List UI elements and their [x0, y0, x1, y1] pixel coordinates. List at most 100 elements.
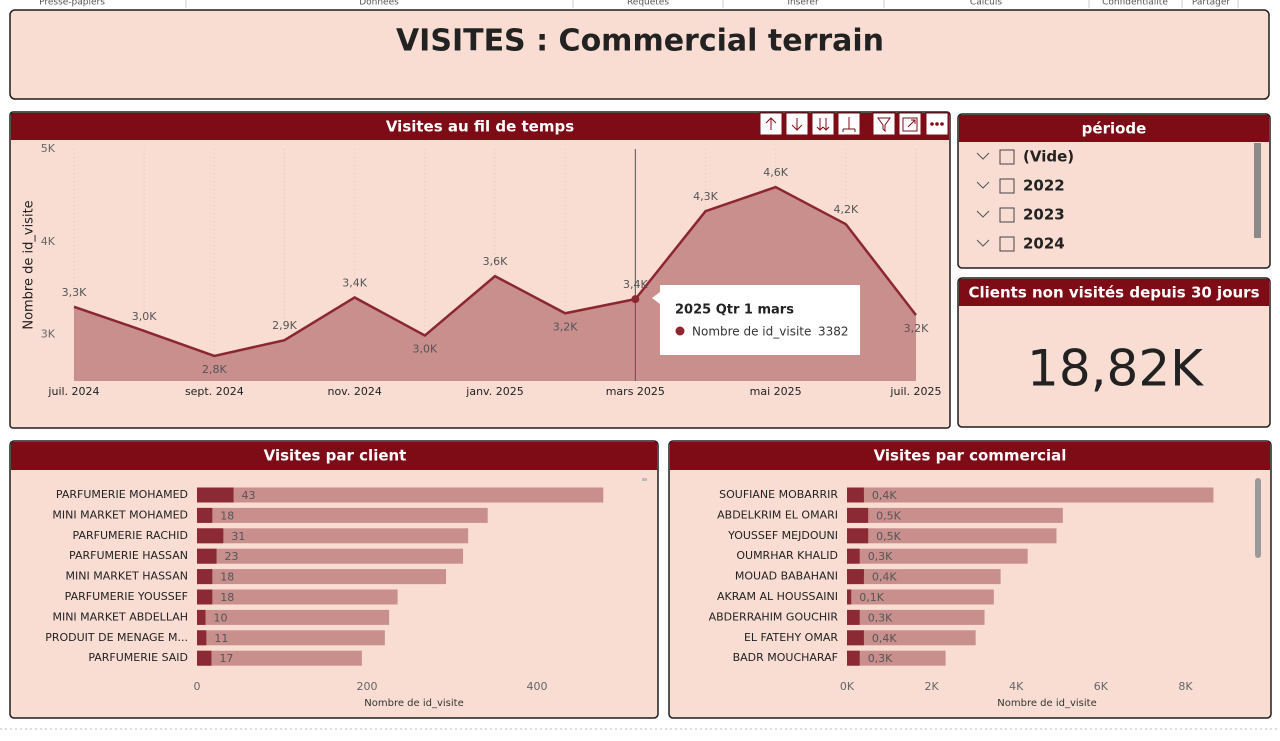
- bar: [197, 609, 206, 625]
- bar: [197, 569, 213, 585]
- y-tick-label: MINI MARKET HASSAN: [66, 570, 188, 583]
- x-tick-label: juil. 2024: [47, 385, 99, 398]
- next-level[interactable]: [811, 112, 835, 136]
- data-label: 3,0K: [412, 343, 437, 356]
- ribbon-group[interactable]: Requêtes: [627, 0, 669, 8]
- data-label: 23: [225, 550, 239, 563]
- data-label: 0,3K: [868, 611, 893, 624]
- icon: [765, 117, 777, 130]
- data-label: 0,1K: [859, 591, 884, 604]
- ribbon-group[interactable]: Presse-papiers: [39, 0, 105, 8]
- data-label: 3,3K: [62, 286, 87, 299]
- icon: [842, 117, 856, 132]
- bar: [197, 589, 398, 605]
- card-panel: [957, 277, 1271, 428]
- data-label: 3,2K: [904, 322, 929, 335]
- checkbox[interactable]: [999, 236, 1015, 252]
- tooltip-label: Nombre de id_visite: [692, 325, 811, 339]
- bar: [847, 650, 946, 666]
- y-tick-label: SOUFIANE MOBARRIR: [719, 488, 838, 501]
- slicer-item[interactable]: 2022: [1023, 177, 1065, 195]
- data-label: 11: [214, 632, 228, 645]
- data-label: 18: [220, 591, 234, 604]
- x-axis-label: Nombre de id_visite: [997, 698, 1096, 709]
- checkbox[interactable]: [999, 149, 1015, 165]
- slicer-panel: [957, 113, 1271, 269]
- ribbon-group[interactable]: Confidentialité: [1102, 0, 1168, 8]
- page-title: VISITES : Commercial terrain: [396, 24, 884, 59]
- title-bar: [670, 442, 1270, 470]
- data-label: 31: [231, 530, 245, 543]
- filter[interactable]: [872, 112, 896, 136]
- bar: [847, 589, 994, 605]
- y-tick-label: PRODUIT DE MENAGE M...: [45, 631, 188, 644]
- bar: [197, 548, 464, 564]
- chevron: [976, 152, 990, 160]
- y-tick-label: BADR MOUCHARAF: [733, 651, 838, 664]
- ribbon-group[interactable]: Partager: [1192, 0, 1231, 8]
- x-tick-label: mai 2025: [750, 385, 802, 398]
- icon: [930, 122, 934, 126]
- bar: [197, 487, 234, 503]
- data-label: 43: [242, 489, 256, 502]
- bar: [847, 569, 1001, 585]
- data-label: 4,2K: [833, 203, 858, 216]
- scrollbar[interactable]: [1254, 143, 1261, 238]
- bar: [197, 528, 224, 544]
- header-panel: [9, 9, 1270, 100]
- y-tick-label: ABDELKRIM EL OMARI: [717, 508, 838, 521]
- bar: [197, 609, 390, 625]
- x-tick-label: 4K: [1009, 680, 1024, 693]
- bar: [847, 528, 869, 544]
- bar: [197, 650, 362, 666]
- x-tick-label: 2K: [925, 680, 940, 693]
- data-label: 10: [214, 611, 228, 624]
- bar: [847, 487, 864, 503]
- checkbox[interactable]: [999, 178, 1015, 194]
- x-axis-label: Nombre de id_visite: [364, 698, 463, 709]
- scrollbar[interactable]: [1255, 478, 1261, 558]
- icon: [791, 118, 803, 131]
- bar: [847, 609, 985, 625]
- bar: [197, 589, 213, 605]
- card-value: 18,82K: [1027, 340, 1204, 398]
- slicer-item[interactable]: 2023: [1023, 206, 1065, 224]
- x-tick-label: 0: [194, 680, 201, 693]
- y-tick-label: OUMRHAR KHALID: [736, 549, 838, 562]
- ribbon-group[interactable]: Données: [359, 0, 399, 8]
- x-tick-label: 400: [527, 680, 548, 693]
- icon: [877, 117, 891, 133]
- x-tick-label: nov. 2024: [327, 385, 381, 398]
- slicer-item[interactable]: 2024: [1023, 235, 1065, 253]
- slicer-item[interactable]: (Vide): [1023, 148, 1074, 166]
- hover-point: [631, 295, 640, 304]
- y-tick-label: EL FATEHY OMAR: [744, 631, 838, 644]
- title-bar: [11, 442, 657, 470]
- ribbon-group[interactable]: Insérer: [787, 0, 819, 8]
- slicer-list: (Vide) 2022 2023 2024: [976, 148, 1074, 253]
- focus-mode[interactable]: [898, 112, 922, 136]
- y-tick-label: AKRAM AL HOUSSAINI: [717, 590, 838, 603]
- data-label: 0,4K: [872, 489, 897, 502]
- scrollbar[interactable]: [642, 478, 647, 481]
- data-label: 18: [220, 509, 234, 522]
- x-tick-label: juil. 2025: [889, 385, 941, 398]
- x-tick-label: sept. 2024: [185, 385, 244, 398]
- data-label: 0,5K: [876, 530, 901, 543]
- ribbon: Presse-papiers Données Requêtes Insérer …: [39, 0, 1239, 8]
- data-label: 2,9K: [272, 319, 297, 332]
- y-axis-label: Nombre de id_visite: [22, 200, 37, 329]
- ribbon-group[interactable]: Calculs: [970, 0, 1002, 8]
- bar: [847, 630, 864, 646]
- chevron: [976, 210, 990, 218]
- data-label: 18: [220, 571, 234, 584]
- chevron: [976, 239, 990, 247]
- tooltip-title: 2025 Qtr 1 mars: [675, 303, 794, 318]
- data-label: 4,6K: [763, 166, 788, 179]
- y-tick-label: PARFUMERIE RACHID: [73, 529, 188, 542]
- bar: [197, 528, 469, 544]
- y-tick-label: 4K: [41, 235, 56, 248]
- y-tick-label: YOUSSEF MEJDOUNI: [727, 529, 838, 542]
- checkbox[interactable]: [999, 207, 1015, 223]
